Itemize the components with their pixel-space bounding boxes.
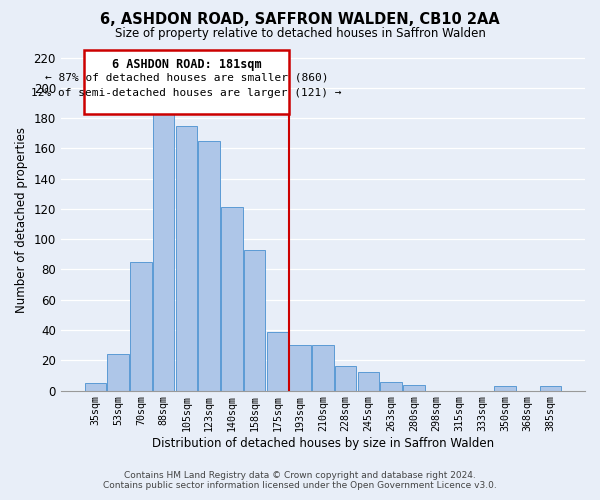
Text: 6, ASHDON ROAD, SAFFRON WALDEN, CB10 2AA: 6, ASHDON ROAD, SAFFRON WALDEN, CB10 2AA — [100, 12, 500, 28]
Text: 6 ASHDON ROAD: 181sqm: 6 ASHDON ROAD: 181sqm — [112, 58, 261, 70]
Bar — [85, 383, 106, 390]
Bar — [358, 372, 379, 390]
Bar — [335, 366, 356, 390]
Text: Contains HM Land Registry data © Crown copyright and database right 2024.
Contai: Contains HM Land Registry data © Crown c… — [103, 470, 497, 490]
Bar — [539, 386, 561, 390]
Bar — [266, 332, 288, 390]
Text: Size of property relative to detached houses in Saffron Walden: Size of property relative to detached ho… — [115, 28, 485, 40]
Bar — [244, 250, 265, 390]
Bar — [494, 386, 515, 390]
Bar — [153, 114, 175, 390]
Bar — [380, 382, 402, 390]
Bar — [176, 126, 197, 390]
Text: 12% of semi-detached houses are larger (121) →: 12% of semi-detached houses are larger (… — [31, 88, 341, 98]
Bar — [221, 208, 243, 390]
FancyBboxPatch shape — [84, 50, 289, 114]
Bar — [107, 354, 129, 390]
Bar — [289, 345, 311, 391]
Y-axis label: Number of detached properties: Number of detached properties — [15, 128, 28, 314]
Text: ← 87% of detached houses are smaller (860): ← 87% of detached houses are smaller (86… — [44, 72, 328, 83]
Bar — [199, 141, 220, 390]
Bar — [130, 262, 152, 390]
Bar — [312, 345, 334, 391]
Bar — [403, 384, 425, 390]
X-axis label: Distribution of detached houses by size in Saffron Walden: Distribution of detached houses by size … — [152, 437, 494, 450]
